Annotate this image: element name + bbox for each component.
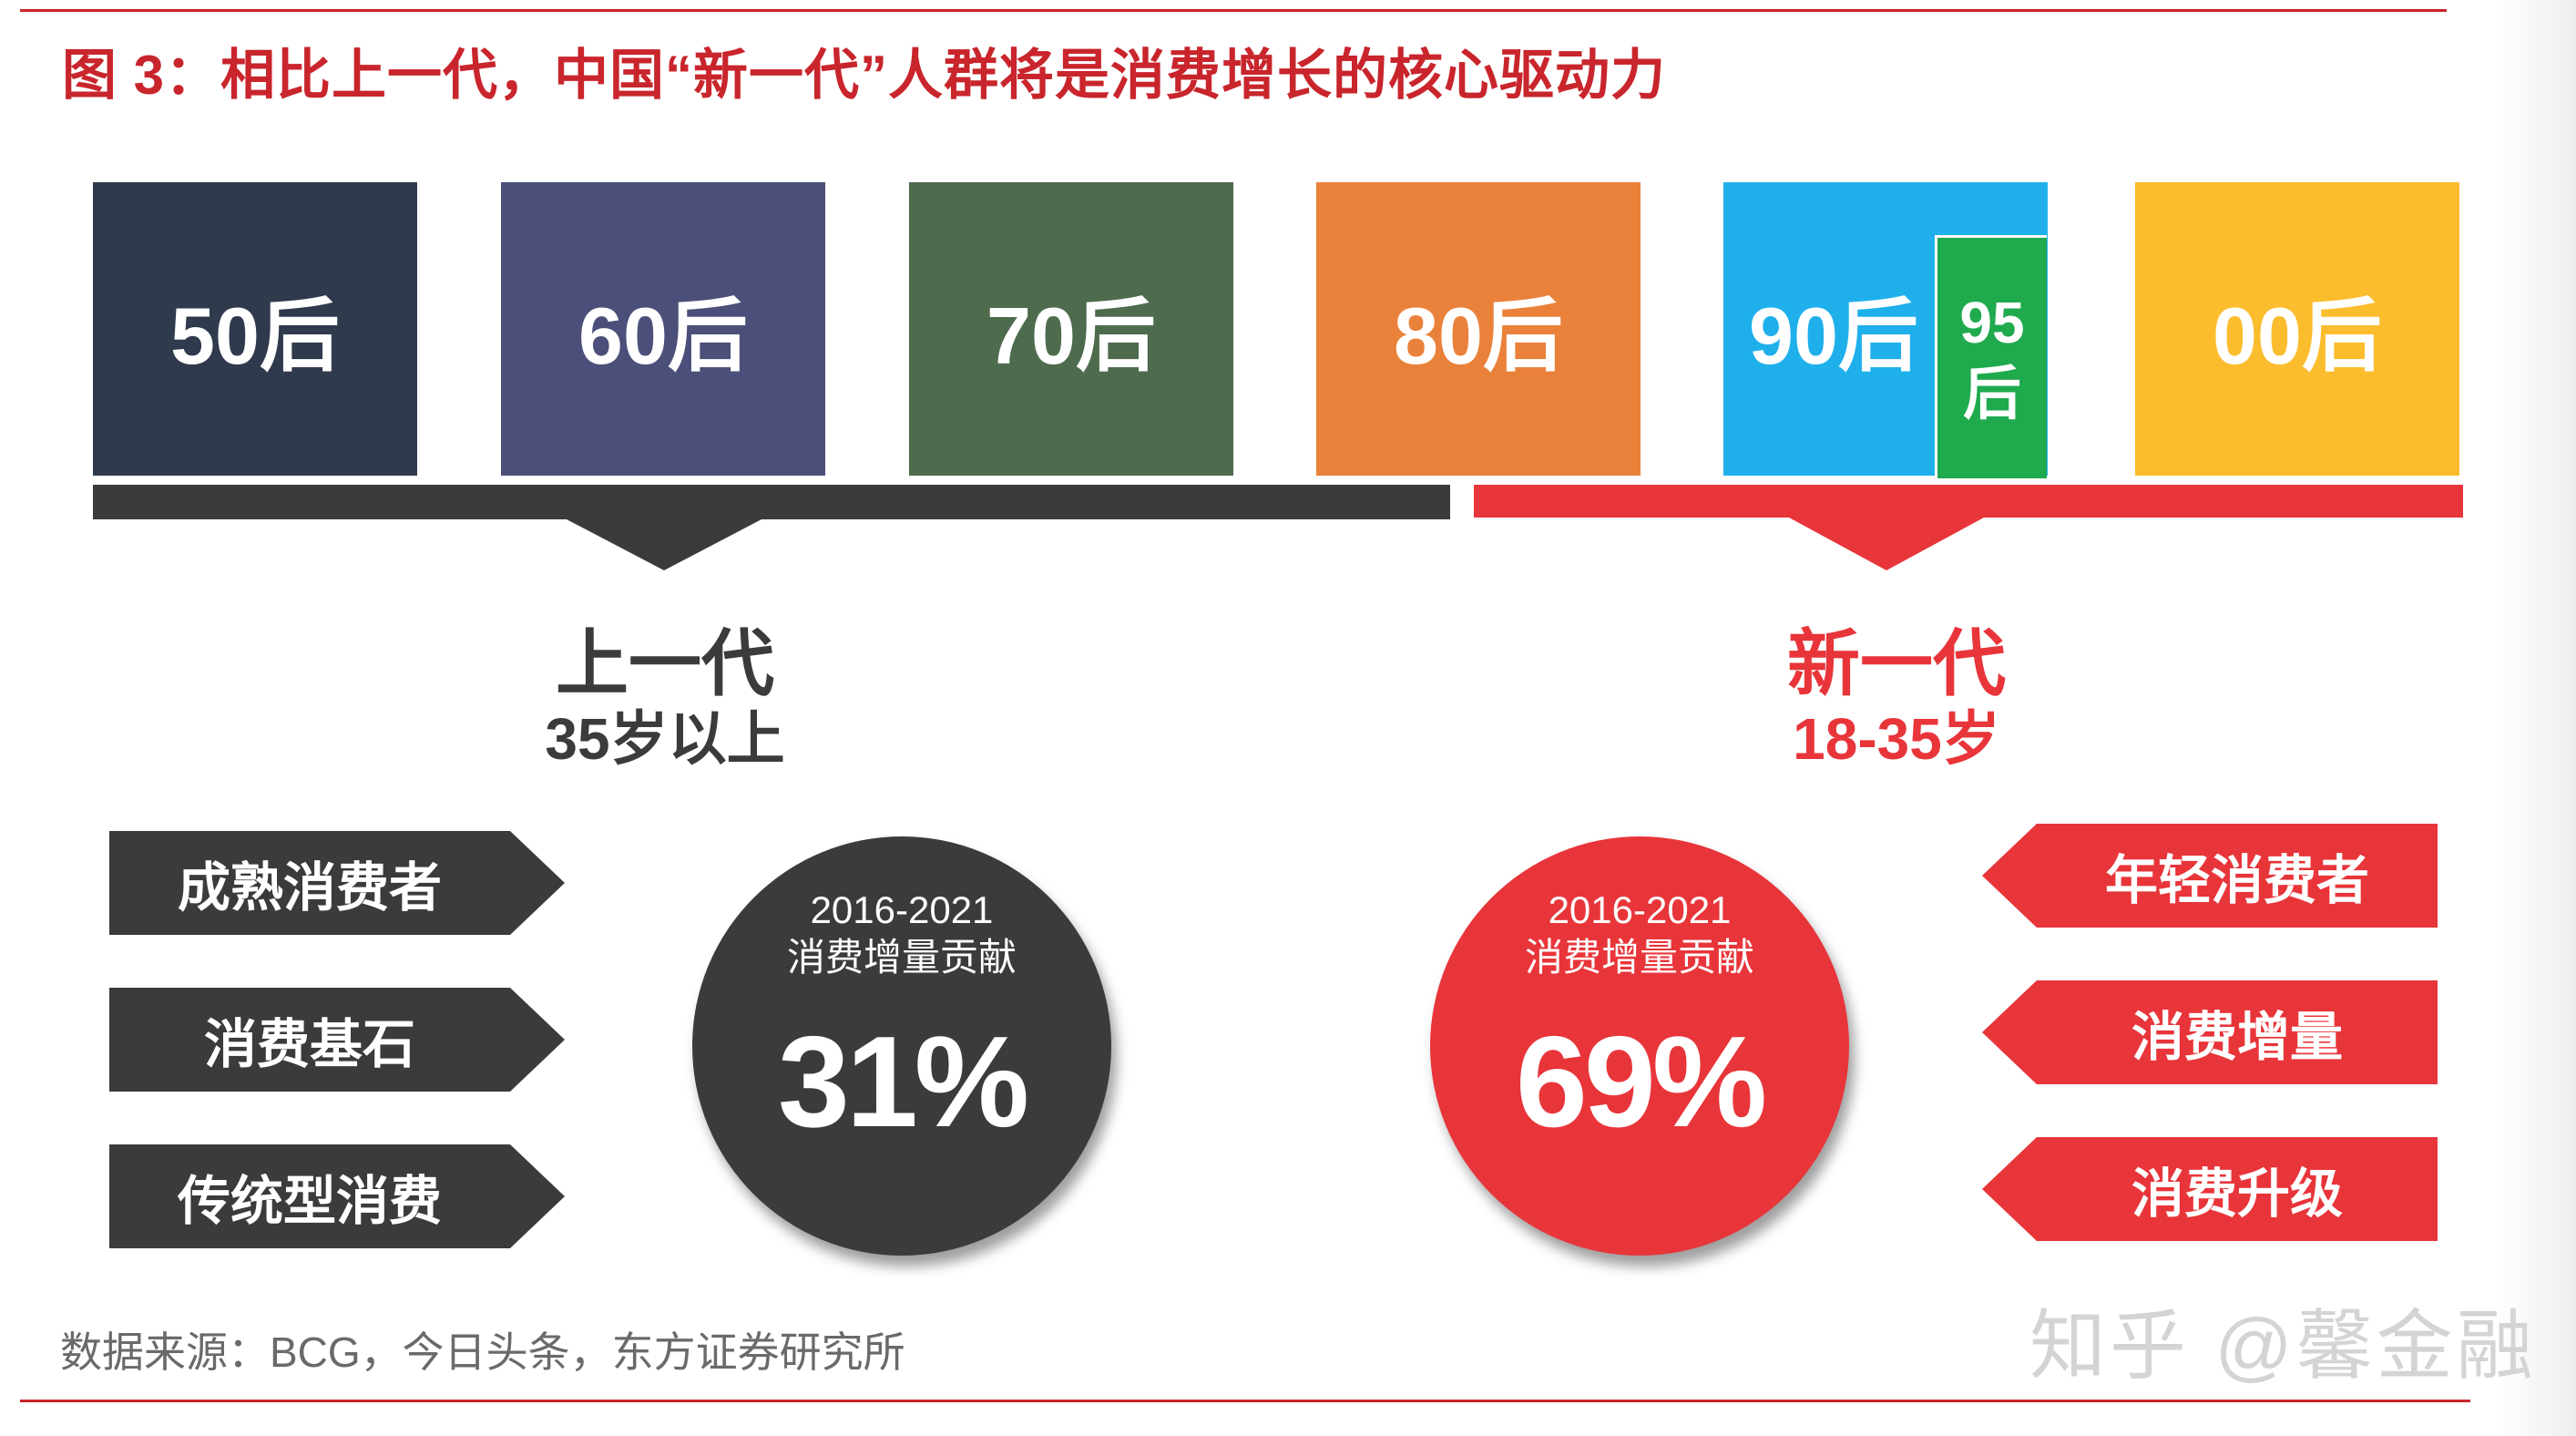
generation-90s-label: 90后 [1749,290,1918,381]
new-generation-pointer [1789,518,1984,570]
old-generation-pointer [567,519,762,570]
generation-00s: 00后 [2135,182,2459,476]
new-tag-consumption-upgrade: 消费升级 [1982,1137,2438,1241]
old-tag-label: 成熟消费者 [177,858,442,918]
generation-95s-suffix: 后 [1963,361,2021,426]
old-tag-consumption-base: 消费基石 [109,988,565,1092]
source-note: 数据来源：BCG，今日头条，东方证券研究所 [60,1328,905,1376]
old-generation-name: 上一代 [556,623,774,704]
generation-95s: 95 后 [1935,235,2047,478]
old-tag-label: 传统型消费 [177,1172,442,1231]
old-tag-mature-consumers: 成熟消费者 [109,831,565,935]
old-tag-label: 消费基石 [203,1015,415,1074]
new-contribution-label: 消费增量贡献 [1524,936,1754,979]
generation-50s: 50后 [93,182,417,476]
new-tag-label: 消费升级 [2131,1164,2343,1224]
new-tag-label: 年轻消费者 [2104,851,2369,910]
old-contribution-circle: 2016-2021 消费增量贡献 31% [692,836,1111,1256]
old-generation-age: 35岁以上 [545,706,785,772]
old-contribution-value: 31% [777,1010,1029,1154]
new-tag-young-consumers: 年轻消费者 [1982,824,2438,928]
new-generation-label: 新一代 18-35岁 [1669,623,2124,773]
new-contribution-circle: 2016-2021 消费增量贡献 69% [1430,836,1849,1256]
bottom-rule [20,1400,2470,1402]
old-generation-label: 上一代 35岁以上 [437,623,893,773]
generation-70s: 70后 [909,182,1233,476]
old-generation-bar [93,485,1450,519]
generation-80s: 80后 [1316,182,1641,476]
group-brackets [93,485,2463,570]
figure-title: 图 3：相比上一代，中国“新一代”人群将是消费增长的核心驱动力 [62,45,1667,106]
generation-60s: 60后 [501,182,825,476]
watermark: 知乎 @馨金融 [2029,1303,2537,1389]
new-tag-consumption-increment: 消费增量 [1982,980,2438,1084]
new-generation-name: 新一代 [1787,623,2006,704]
new-tag-label: 消费增量 [2131,1008,2343,1067]
new-contribution-period: 2016-2021 [1548,888,1732,931]
top-rule [20,9,2447,12]
new-generation-bar [1474,485,2463,518]
old-tag-traditional-consumption: 传统型消费 [109,1144,565,1248]
new-contribution-value: 69% [1515,1010,1767,1154]
new-generation-age: 18-35岁 [1793,706,2000,772]
old-contribution-period: 2016-2021 [810,888,994,931]
generation-95s-number: 95 [1959,290,2025,355]
old-contribution-label: 消费增量贡献 [786,936,1017,979]
page-edge-shade [2496,0,2576,1436]
